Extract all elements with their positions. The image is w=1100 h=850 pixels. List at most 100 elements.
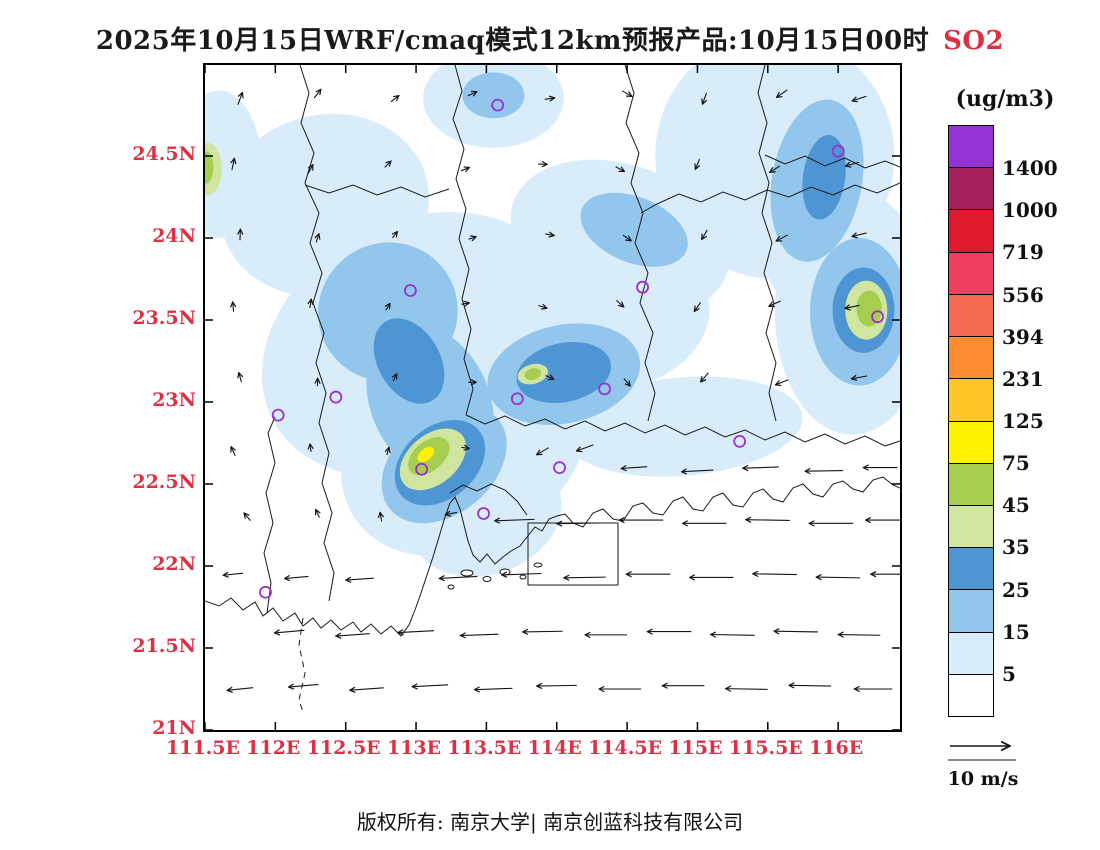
- province-boundaries: [205, 65, 900, 713]
- wind-arrow: [701, 372, 709, 382]
- wind-arrow: [845, 162, 860, 166]
- wind-arrow: [274, 630, 305, 633]
- wind-arrow: [838, 635, 881, 636]
- wind-arrow: [774, 631, 818, 632]
- wind-arrow: [460, 634, 499, 635]
- map-canvas: [205, 65, 900, 730]
- wind-scale-label: 10 m/s: [947, 768, 1019, 790]
- wind-arrow: [845, 305, 860, 308]
- city-markers: [259, 98, 884, 599]
- city-marker: [598, 382, 611, 396]
- island: [447, 584, 455, 590]
- wind-arrow: [474, 688, 513, 689]
- wind-arrow: [769, 300, 781, 306]
- colorbar-band: [949, 168, 993, 211]
- wind-arrow: [316, 509, 320, 518]
- wind-arrow: [576, 444, 594, 451]
- wind-arrow: [753, 574, 797, 575]
- colorbar-band: [949, 674, 993, 717]
- wind-arrow: [398, 631, 435, 633]
- wind-arrow: [232, 158, 234, 171]
- wind-arrow: [746, 520, 790, 521]
- wind-arrow: [467, 92, 477, 96]
- wind-arrow: [537, 447, 550, 455]
- wind-arrow: [622, 234, 631, 241]
- city-marker: [477, 507, 490, 520]
- fill-region: [205, 151, 214, 184]
- fill-region: [856, 290, 882, 327]
- wind-arrow: [523, 631, 563, 632]
- city-marker: [259, 585, 272, 599]
- wind-arrow: [777, 89, 788, 97]
- wind-arrow: [852, 95, 867, 101]
- lon-tick-label: 112E: [246, 737, 301, 759]
- lon-tick-label: 115E: [668, 737, 723, 759]
- wind-arrow: [380, 512, 382, 522]
- wind-arrow: [851, 376, 868, 379]
- colorbar-band: [949, 252, 993, 295]
- city-marker: [329, 390, 343, 404]
- colorbar-level-label: 15: [1002, 619, 1030, 644]
- wind-scale-arrow: [948, 738, 1016, 761]
- wind-arrow: [231, 447, 235, 456]
- lat-tick-label: 21.5N: [132, 635, 196, 657]
- fill-region: [564, 376, 803, 477]
- wind-arrow: [694, 302, 702, 311]
- forecast-map: [203, 63, 902, 732]
- colorbar-level-label: 556: [1002, 282, 1044, 307]
- colorbar-level-label: 35: [1002, 535, 1030, 560]
- island: [533, 562, 543, 568]
- lon-tick-label: 113.5E: [447, 737, 522, 759]
- wind-arrow: [615, 166, 625, 172]
- lon-tick-label: 115.5E: [728, 737, 803, 759]
- colorbar-level-label: 231: [1002, 366, 1044, 391]
- lat-tick-label: 23N: [152, 389, 196, 411]
- wind-arrow: [393, 374, 396, 382]
- colorbar-level-label: 25: [1002, 577, 1030, 602]
- wind-arrow: [460, 167, 469, 170]
- wind-arrow: [776, 234, 788, 241]
- wind-arrow: [461, 447, 469, 448]
- wind-arrow: [390, 96, 399, 103]
- wind-arrow: [537, 685, 577, 686]
- city-marker: [733, 434, 747, 448]
- wind-arrow: [816, 577, 861, 578]
- lon-tick-label: 111.5E: [166, 737, 240, 759]
- page-title: 2025年10月15日WRF/cmaq模式12km预报产品:10月15日00时 S…: [0, 20, 1100, 57]
- wind-arrow: [852, 233, 867, 237]
- city-marker: [831, 144, 845, 158]
- concentration-fills: [205, 65, 900, 577]
- axis-ticks: [205, 65, 900, 730]
- wind-arrow: [285, 576, 309, 578]
- colorbar-band: [949, 294, 993, 338]
- wind-arrow: [468, 237, 477, 239]
- island: [482, 576, 492, 582]
- colorbar-band: [949, 590, 993, 633]
- colorbar-level-label: 719: [1002, 240, 1044, 265]
- island: [499, 568, 511, 576]
- wind-arrow: [775, 379, 789, 385]
- fill-region: [417, 446, 435, 463]
- wind-arrow: [544, 98, 555, 99]
- city-marker: [404, 284, 417, 297]
- wind-arrow: [316, 234, 319, 243]
- colorbar-band: [949, 548, 993, 591]
- colorbar: [948, 125, 994, 717]
- wind-arrow: [557, 523, 599, 524]
- wind-arrow: [545, 234, 554, 236]
- wind-scale-legend: 10 m/s: [946, 738, 1020, 790]
- wind-arrow: [445, 512, 458, 514]
- wind-arrow: [538, 305, 547, 308]
- fill-region: [462, 72, 525, 119]
- wind-arrow: [726, 689, 768, 690]
- title-main: 2025年10月15日WRF/cmaq模式12km预报产品:10月15日00时: [95, 26, 930, 56]
- wind-arrow: [387, 447, 389, 456]
- wind-arrow: [502, 574, 542, 575]
- colorbar-level-label: 125: [1002, 409, 1044, 433]
- colorbar-level-label: 5: [1002, 661, 1016, 686]
- colorbar-level-label: 1000: [1002, 198, 1058, 223]
- island: [460, 569, 474, 577]
- wind-arrow: [770, 165, 781, 172]
- lat-tick-label: 24.5N: [132, 143, 196, 165]
- colorbar-band: [949, 379, 993, 422]
